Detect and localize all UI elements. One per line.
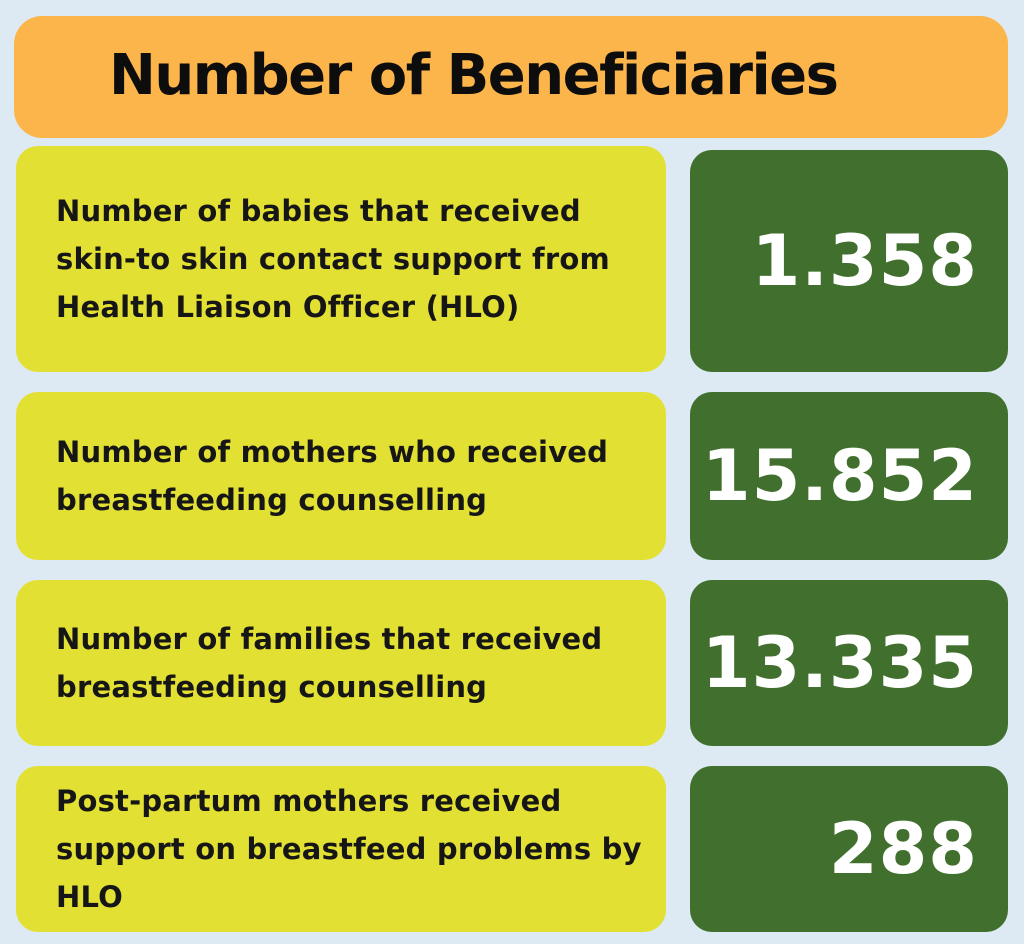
beneficiary-label-card: Post-partum mothers received support on … <box>16 766 666 932</box>
beneficiary-value-card: 15.852 <box>690 392 1008 560</box>
beneficiary-label: Post-partum mothers received support on … <box>56 784 642 914</box>
beneficiary-value: 13.335 <box>701 622 978 704</box>
beneficiary-value-card: 1.358 <box>690 150 1008 372</box>
beneficiary-value: 1.358 <box>751 220 978 302</box>
beneficiary-value-card: 288 <box>690 766 1008 932</box>
beneficiary-value: 15.852 <box>701 435 978 517</box>
beneficiary-label: Number of babies that received skin-to s… <box>56 194 610 324</box>
beneficiary-label: Number of mothers who received breastfee… <box>56 435 609 517</box>
title-banner: Number of Beneficiaries <box>14 16 1008 138</box>
beneficiary-value-card: 13.335 <box>690 580 1008 746</box>
beneficiary-value: 288 <box>828 808 978 890</box>
beneficiary-label-card: Number of mothers who received breastfee… <box>16 392 666 560</box>
beneficiary-label-card: Number of families that received breastf… <box>16 580 666 746</box>
beneficiary-label: Number of families that received breastf… <box>56 622 603 704</box>
page-title: Number of Beneficiaries <box>109 43 839 108</box>
beneficiary-label-card: Number of babies that received skin-to s… <box>16 146 666 372</box>
